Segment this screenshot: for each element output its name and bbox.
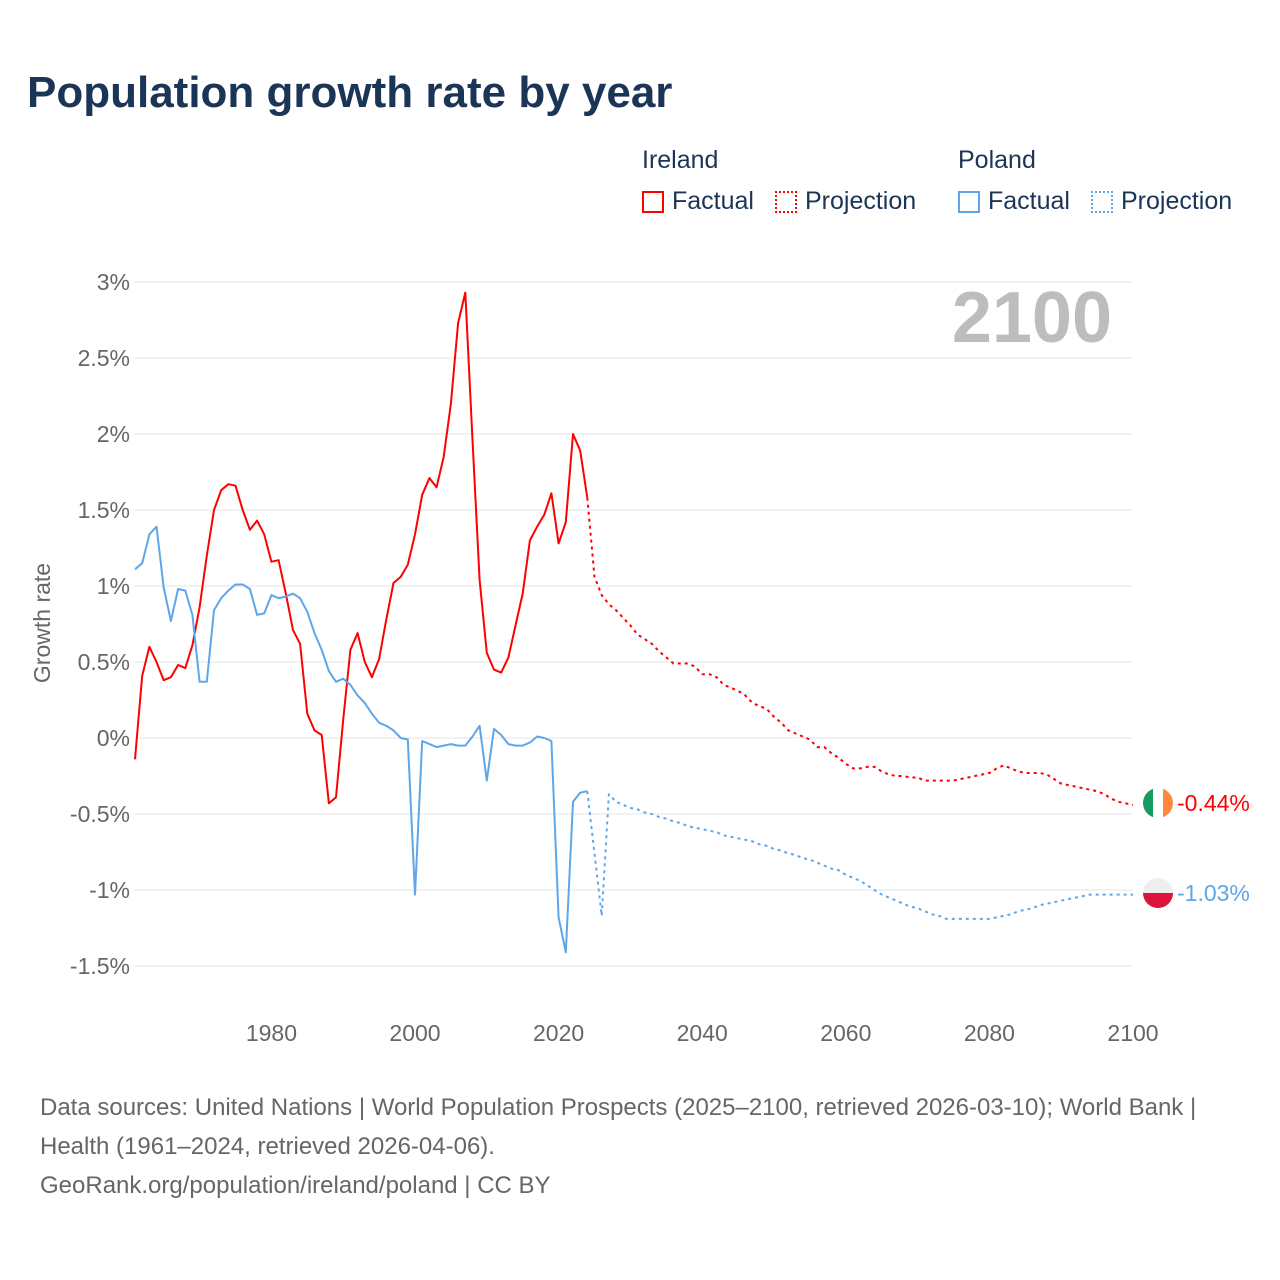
- y-tick-label: -1%: [89, 877, 130, 903]
- x-tick-label: 2000: [389, 1020, 440, 1046]
- legend-label: Projection: [1121, 187, 1233, 215]
- legend-swatch: [1091, 190, 1113, 213]
- y-tick-label: 0%: [97, 725, 130, 751]
- ireland-end-label: -0.44%: [1177, 790, 1250, 816]
- x-tick-label: 2060: [820, 1020, 871, 1046]
- chart-title: Population growth rate by year: [27, 68, 673, 117]
- x-tick-label: 2080: [964, 1020, 1015, 1046]
- footer: Data sources: United Nations | World Pop…: [40, 1088, 1240, 1205]
- y-tick-label: 1.5%: [78, 497, 130, 523]
- y-tick-label: -0.5%: [70, 801, 130, 827]
- poland-end-label: -1.03%: [1177, 880, 1250, 906]
- line-chart: 3% 2.5% 2% 1.5% 1% 0.5% 0% -0.5% -1% -1.5% 1980 200…: [29, 269, 1250, 1046]
- legend-ireland-projection[interactable]: Projection: [775, 187, 916, 216]
- legend-poland-projection[interactable]: Projection: [1091, 187, 1232, 216]
- poland-factual-line: [134, 525, 588, 954]
- poland-flag-icon: [1143, 878, 1173, 908]
- current-year-label: 2100: [952, 278, 1112, 358]
- y-tick-label: 2.5%: [78, 345, 130, 371]
- x-tick-label: 2040: [677, 1020, 728, 1046]
- legend-label: Projection: [805, 187, 917, 215]
- legend-swatch: [775, 190, 797, 213]
- legend-group-ireland: Ireland: [642, 146, 719, 174]
- y-tick-label: -1.5%: [70, 953, 130, 979]
- legend-ireland-factual[interactable]: Factual: [642, 187, 754, 216]
- data-sources: Data sources: United Nations | World Pop…: [40, 1094, 1197, 1160]
- credit-link[interactable]: GeoRank.org/population/ireland/poland | …: [40, 1172, 551, 1199]
- ireland-flag-icon: [1143, 788, 1173, 818]
- y-axis-label: Growth rate: [29, 563, 55, 683]
- legend-group-poland: Poland: [958, 146, 1036, 174]
- legend-label: Factual: [988, 187, 1070, 215]
- y-tick-label: 3%: [97, 269, 130, 295]
- poland-projection-line: [586, 791, 1133, 920]
- ireland-factual-line: [134, 291, 589, 805]
- y-tick-label: 2%: [97, 421, 130, 447]
- legend-swatch: [642, 190, 664, 213]
- x-tick-label: 2100: [1107, 1020, 1158, 1046]
- y-tick-label: 0.5%: [78, 649, 130, 675]
- legend-swatch: [958, 190, 980, 213]
- y-tick-label: 1%: [97, 573, 130, 599]
- x-tick-label: 2020: [533, 1020, 584, 1046]
- ireland-projection-line: [586, 497, 1134, 806]
- x-tick-label: 1980: [246, 1020, 297, 1046]
- legend-poland-factual[interactable]: Factual: [958, 187, 1070, 216]
- legend-label: Factual: [672, 187, 754, 215]
